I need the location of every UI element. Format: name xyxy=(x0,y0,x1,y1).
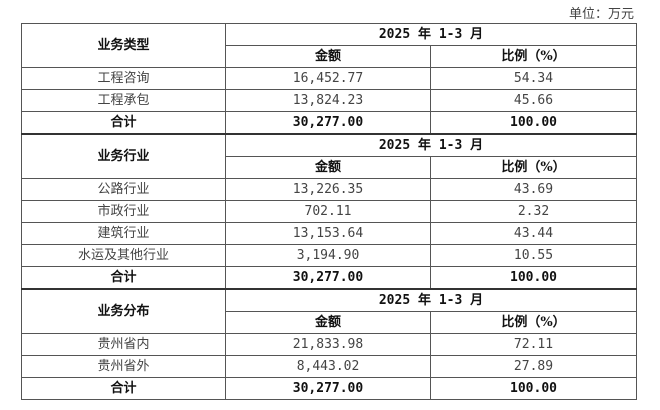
ratio-header: 比例（%） xyxy=(430,311,637,334)
unit-label: 单位：万元 xyxy=(568,7,634,22)
row-ratio: 10.55 xyxy=(430,244,637,267)
row-name: 建筑行业 xyxy=(21,222,226,245)
table-row: 工程咨询 16,452.77 54.34 xyxy=(21,67,637,90)
total-ratio: 100.00 xyxy=(430,266,637,290)
row-ratio: 72.11 xyxy=(430,333,637,356)
row-name: 工程承包 xyxy=(21,89,226,112)
row-ratio: 43.69 xyxy=(430,178,637,201)
ratio-header: 比例（%） xyxy=(430,45,637,68)
row-amount: 13,824.23 xyxy=(225,89,431,112)
revenue-table: 业务类型 2025 年 1-3 月金额 比例（%） 工程咨询 16,452.77 54.3… xyxy=(21,23,637,400)
section-title: 业务类型 xyxy=(21,23,226,68)
total-row: 合计 30,277.00 100.00 xyxy=(21,111,637,135)
amount-header: 金额 xyxy=(225,45,431,68)
section-header-row: 业务行业 2025 年 1-3 月 xyxy=(21,133,637,179)
period-header: 2025 年 1-3 月 xyxy=(225,133,637,157)
row-ratio: 2.32 xyxy=(430,200,637,223)
row-amount: 21,833.98 xyxy=(225,333,431,356)
row-name: 贵州省内 xyxy=(21,333,226,356)
row-amount: 702.11 xyxy=(225,200,431,223)
total-row: 合计 30,277.00 100.00 xyxy=(21,377,637,400)
row-amount: 16,452.77 xyxy=(225,67,431,90)
amount-header: 金额 xyxy=(225,156,431,179)
row-ratio: 45.66 xyxy=(430,89,637,112)
row-amount: 3,194.90 xyxy=(225,244,431,267)
total-ratio: 100.00 xyxy=(430,377,637,400)
total-amount: 30,277.00 xyxy=(225,377,431,400)
section-title: 业务分布 xyxy=(21,288,226,334)
total-amount: 30,277.00 xyxy=(225,266,431,290)
table-row: 建筑行业 13,153.64 43.44 xyxy=(21,222,637,245)
row-ratio: 54.34 xyxy=(430,67,637,90)
table-row: 公路行业 13,226.35 43.69 xyxy=(21,178,637,201)
total-ratio: 100.00 xyxy=(430,111,637,135)
total-label: 合计 xyxy=(21,377,226,400)
row-amount: 13,153.64 xyxy=(225,222,431,245)
row-ratio: 27.89 xyxy=(430,355,637,378)
row-name: 公路行业 xyxy=(21,178,226,201)
table-row: 市政行业 702.11 2.32 xyxy=(21,200,637,223)
table-row: 水运及其他行业 3,194.90 10.55 xyxy=(21,244,637,267)
period-header: 2025 年 1-3 月 xyxy=(225,288,637,312)
section-header-row: 业务类型 2025 年 1-3 月 xyxy=(21,23,637,68)
period-header: 2025 年 1-3 月 xyxy=(225,23,637,46)
row-amount: 8,443.02 xyxy=(225,355,431,378)
total-label: 合计 xyxy=(21,266,226,290)
row-amount: 13,226.35 xyxy=(225,178,431,201)
row-ratio: 43.44 xyxy=(430,222,637,245)
section-header-row: 业务分布 2025 年 1-3 月 xyxy=(21,288,637,334)
total-amount: 30,277.00 xyxy=(225,111,431,135)
table-row: 工程承包 13,824.23 45.66 xyxy=(21,89,637,112)
total-row: 合计 30,277.00 100.00 xyxy=(21,266,637,290)
row-name: 水运及其他行业 xyxy=(21,244,226,267)
ratio-header: 比例（%） xyxy=(430,156,637,179)
row-name: 市政行业 xyxy=(21,200,226,223)
section-title: 业务行业 xyxy=(21,133,226,179)
row-name: 工程咨询 xyxy=(21,67,226,90)
amount-header: 金额 xyxy=(225,311,431,334)
total-label: 合计 xyxy=(21,111,226,135)
row-name: 贵州省外 xyxy=(21,355,226,378)
table-row: 贵州省内 21,833.98 72.11 xyxy=(21,333,637,356)
column-header-row: 金额 比例（%） xyxy=(22,311,637,334)
table-row: 贵州省外 8,443.02 27.89 xyxy=(21,355,637,378)
